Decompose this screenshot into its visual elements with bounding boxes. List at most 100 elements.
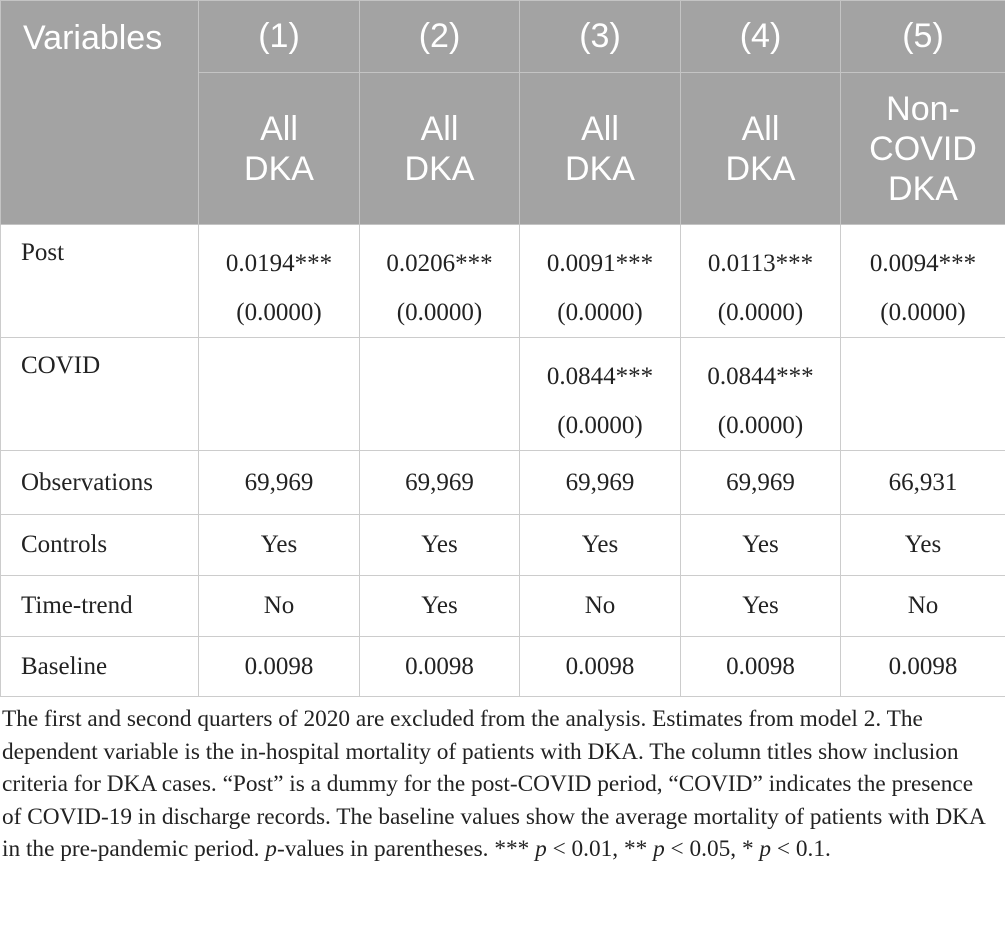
row-label: COVID [0,337,199,451]
cell-text: (0.0000) [717,412,804,439]
table-cell: Yes [198,514,360,576]
column-header: (4) [680,0,841,73]
cell-text: Yes [581,531,619,558]
table-cell: 69,969 [519,450,681,515]
cell-text: No [263,592,295,619]
subheader-row: All DKA All DKA All DKA All DKA Non-COVID DK… [1,72,1005,225]
table-cell: 0.0113*** (0.0000) [680,224,841,338]
cell-text: (0.0000) [236,299,322,326]
header-row: Variables (1) (2) (3) (4) (5) [0,0,1005,225]
column-subheader: All DKA [680,72,841,225]
row-label: Post [0,224,199,338]
table-cell: 0.0844*** (0.0000) [680,337,841,451]
row-label: Baseline [0,636,199,697]
cell-text: Yes [421,531,458,558]
table-cell: 0.0098 [680,636,841,697]
table-cell: 69,969 [198,450,360,515]
cell-text: 0.0098 [565,652,635,680]
subheader-text: Non-COVID DKA [869,89,977,208]
cell-text: 69,969 [565,468,635,496]
table-cell: Yes [359,575,520,637]
cell-text: (0.0000) [717,299,804,326]
column-subheader: All DKA [198,72,360,225]
note-text: p [759,836,772,862]
column-header: (5) [840,0,1005,73]
cell-text: 0.0206*** [386,250,493,277]
cell-text: 0.0098 [244,652,314,680]
table-row: COVID 0.0844*** (0.0000) 0.0844*** (0.0000) [0,337,1005,451]
row-label: Observations [0,450,199,515]
column-subheader: All DKA [519,72,681,225]
column-header: Variables [0,0,199,225]
table-row: Observations 69,969 69,969 69,969 69,969 66,9… [0,450,1005,515]
subheader-text: All DKA [725,109,796,188]
note-text: -values in parentheses. *** [276,836,536,862]
column-header: (1) [198,0,360,73]
cell-text: (0.0000) [880,299,966,326]
cell-text: 0.0844*** [707,363,814,390]
table-cell: No [519,575,681,637]
table-cell: 66,931 [840,450,1005,515]
table-cell: Yes [359,514,520,576]
cell-text: 0.0098 [888,652,958,680]
cell-text: No [584,592,616,619]
cell-text: 69,969 [244,468,314,496]
subheader-text: All DKA [404,109,475,188]
cell-text: Yes [260,531,298,558]
column-subheader: All DKA [359,72,520,225]
table-cell: Yes [519,514,681,576]
cell-text: Yes [421,592,458,619]
column-header: (2) [359,0,520,73]
column-subheader: Non-COVID DKA [840,72,1005,225]
table-cell: 0.0844*** (0.0000) [519,337,681,451]
results-table: Variables (1) (2) (3) (4) (5) All DKA All DKA Al… [0,0,1005,697]
cell-text: 69,969 [726,468,795,496]
table-cell: 69,969 [680,450,841,515]
table-cell [840,337,1005,451]
note-text: < 0.1. [771,836,831,862]
table-cell: 69,969 [359,450,520,515]
table-row: Baseline 0.0098 0.0098 0.0098 0.0098 0.0098 [0,636,1005,697]
table-row: Time-trend No Yes No Yes No [0,575,1005,637]
table-cell: 0.0206*** (0.0000) [359,224,520,338]
table-body: Variables (1) (2) (3) (4) (5) All DKA All DKA Al… [0,0,1005,697]
table-cell [359,337,520,451]
cell-text: 0.0091*** [546,250,654,277]
cell-text: No [907,592,939,619]
table-cell: 0.0091*** (0.0000) [519,224,681,338]
cell-text: 0.0098 [726,652,795,680]
table-cell: No [198,575,360,637]
note-text: p [535,836,547,862]
cell-text: 69,969 [405,468,474,496]
column-header: (3) [519,0,681,73]
table-cell: 0.0098 [359,636,520,697]
cell-text: 66,931 [888,468,958,496]
table-cell: 0.0194*** (0.0000) [198,224,360,338]
cell-text: 0.0844*** [546,363,654,390]
cell-text: (0.0000) [557,412,643,439]
table-cell: Yes [680,514,841,576]
table-cell: 0.0098 [198,636,360,697]
note-text: p [653,836,665,862]
cell-text: (0.0000) [396,299,483,326]
table-cell: 0.0094*** (0.0000) [840,224,1005,338]
row-label: Time-trend [0,575,199,637]
cell-text: 0.0194*** [225,250,333,277]
note-text: < 0.01, ** [546,836,654,862]
table-row: Post 0.0194*** (0.0000) 0.0206*** (0.0000) 0.… [0,224,1005,338]
note-text: p [265,836,277,862]
row-label: Controls [0,514,199,576]
cell-text: 0.0094*** [869,250,977,277]
table-cell [198,337,360,451]
subheader-text: All DKA [244,109,314,188]
table-row: Controls Yes Yes Yes Yes Yes [0,514,1005,576]
cell-text: 0.0098 [405,652,474,680]
note-text: The first and second quarters of 2020 ar… [2,706,985,862]
table-cell: 0.0098 [840,636,1005,697]
table-cell: No [840,575,1005,637]
table-cell: 0.0098 [519,636,681,697]
cell-text: Yes [742,531,779,558]
cell-text: (0.0000) [557,299,643,326]
table-cell: Yes [680,575,841,637]
